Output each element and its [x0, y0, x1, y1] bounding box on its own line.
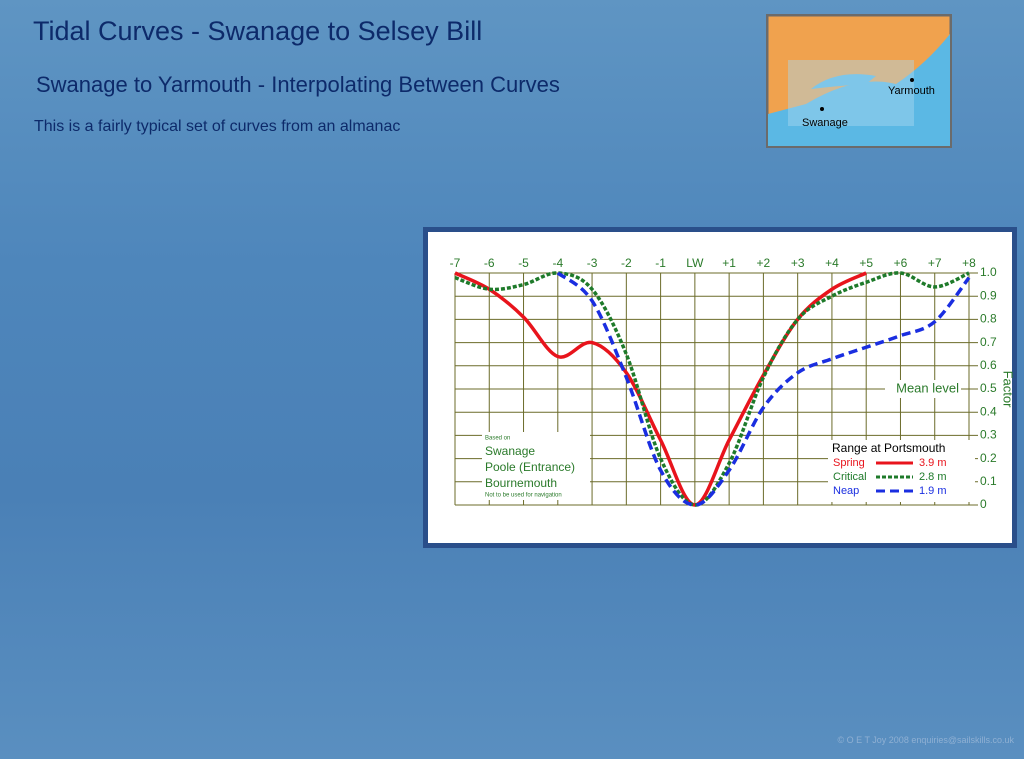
map-label: Yarmouth — [888, 85, 935, 97]
annotation: Mean level — [896, 380, 959, 395]
y-tick-label: 0.3 — [980, 428, 997, 442]
x-tick-label: -4 — [552, 256, 563, 270]
x-tick-label: +3 — [791, 256, 805, 270]
y-tick-label: 0.7 — [980, 335, 997, 349]
y-tick-label: 1.0 — [980, 265, 997, 279]
y-tick-label: 0.8 — [980, 312, 997, 326]
legend-range: 3.9 m — [919, 457, 947, 469]
note: Not to be used for navigation — [485, 493, 562, 499]
map-label: Swanage — [802, 117, 848, 129]
notes-box — [482, 432, 590, 500]
x-tick-label: +2 — [757, 256, 771, 270]
y-tick-label: 0 — [980, 497, 987, 511]
x-tick-label: -6 — [484, 256, 495, 270]
x-tick-label: -3 — [587, 256, 598, 270]
note: Swanage — [485, 444, 535, 458]
y-tick-label: 0.2 — [980, 451, 997, 465]
series-line — [556, 271, 971, 507]
note: Based on — [485, 436, 510, 442]
x-tick-label: +7 — [928, 256, 942, 270]
x-tick-label: -2 — [621, 256, 632, 270]
footer: © O E T Joy 2008 enquiries@sailskills.co… — [837, 735, 1014, 745]
legend-range: 1.9 m — [919, 485, 947, 497]
y-tick-label: 0.9 — [980, 288, 997, 302]
x-tick-label: +4 — [825, 256, 839, 270]
y-tick-label: 0.5 — [980, 381, 997, 395]
series-line — [454, 271, 867, 507]
x-tick-label: -1 — [655, 256, 666, 270]
legend-label: Spring — [833, 457, 865, 469]
chart: 0 0.1 0.2 0.3 0.4 0.5 0.6 0.7 0.8 0.9 1.0 -7 -6 -5 -4 -… — [423, 227, 1017, 548]
note: Bournemouth — [485, 476, 557, 490]
x-tick-label: LW — [686, 256, 704, 270]
x-tick-label: -5 — [518, 256, 529, 270]
legend-range: 2.8 m — [919, 471, 947, 483]
legend-title: Range at Portsmouth — [832, 441, 945, 455]
x-tick-label: +1 — [722, 256, 736, 270]
legend-label: Neap — [833, 485, 859, 497]
y-tick-label: 0.1 — [980, 474, 997, 488]
subtitle: Swanage to Yarmouth - Interpolating Betw… — [36, 72, 560, 97]
map: Yarmouth Swanage — [766, 14, 952, 148]
x-tick-label: -7 — [450, 256, 461, 270]
y-tick-label: 0.6 — [980, 358, 997, 372]
x-tick-label: +6 — [894, 256, 908, 270]
legend-label: Critical — [833, 471, 867, 483]
x-tick-label: +5 — [859, 256, 873, 270]
x-tick-label: +8 — [962, 256, 976, 270]
note: Poole (Entrance) — [485, 460, 575, 474]
y-axis-label: Factor — [1001, 371, 1016, 409]
annotation-bg — [885, 380, 961, 398]
description: This is a fairly typical set of curves f… — [34, 118, 401, 135]
y-tick-label: 0.4 — [980, 404, 997, 418]
legend-box — [828, 440, 975, 502]
title: Tidal Curves - Swanage to Selsey Bill — [33, 16, 483, 46]
